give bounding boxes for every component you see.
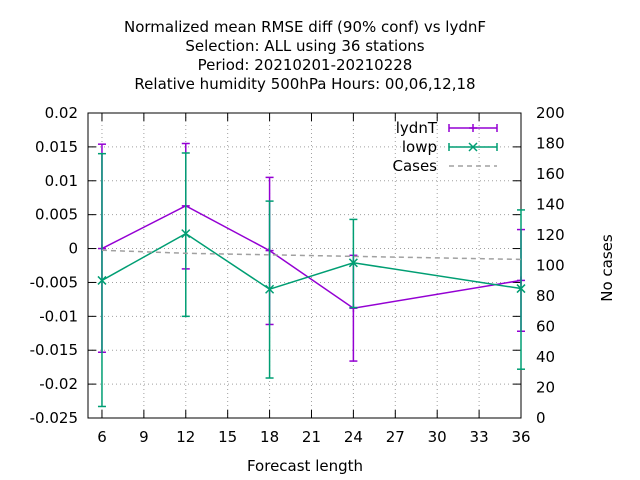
title-line: Period: 20210201-20210228 <box>198 56 413 74</box>
x-tick-label: 12 <box>176 428 195 446</box>
series-lydnt <box>97 142 525 362</box>
y-tick-label: -0.02 <box>39 375 78 393</box>
series-group <box>97 142 526 408</box>
x-axis-ticks: 6 9 12 15 18 21 24 27 30 33 36 <box>97 113 531 446</box>
chart-title: Normalized mean RMSE diff (90% conf) vs … <box>124 18 486 93</box>
x-tick-label: 36 <box>511 428 530 446</box>
y2-tick-label: 0 <box>536 409 546 427</box>
series-lowp <box>97 152 526 408</box>
x-tick-label: 15 <box>218 428 237 446</box>
y2-tick-label: 160 <box>536 165 565 183</box>
y-tick-label: 0 <box>68 240 78 258</box>
point-mark <box>348 258 358 268</box>
y2-tick-label: 180 <box>536 135 565 153</box>
legend-label: lydnT <box>396 119 438 137</box>
y2-tick-label: 200 <box>536 104 565 122</box>
point-mark <box>97 275 107 285</box>
y-tick-label: -0.005 <box>30 273 78 291</box>
series-cases <box>101 249 522 261</box>
data-point <box>265 284 275 294</box>
y2-tick-label: 80 <box>536 287 555 305</box>
legend-label: Cases <box>392 157 437 175</box>
data-point <box>348 258 358 268</box>
legend-item: Cases <box>392 157 497 175</box>
x-tick-label: 30 <box>428 428 447 446</box>
y2-tick-label: 140 <box>536 196 565 214</box>
title-line: Normalized mean RMSE diff (90% conf) vs … <box>124 18 486 36</box>
y2-axis-label: No cases <box>598 234 616 302</box>
x-tick-label: 21 <box>302 428 321 446</box>
x-tick-label: 18 <box>260 428 279 446</box>
title-line: Relative humidity 500hPa Hours: 00,06,12… <box>134 75 475 93</box>
data-point <box>469 124 477 132</box>
point-mark <box>181 229 191 239</box>
x-tick-label: 24 <box>344 428 363 446</box>
x-tick-label: 6 <box>97 428 107 446</box>
x-tick-label: 33 <box>470 428 489 446</box>
data-point <box>181 229 191 239</box>
y-tick-label: 0.015 <box>35 138 78 156</box>
y2-tick-label: 100 <box>536 257 565 275</box>
y-tick-label: 0.005 <box>35 206 78 224</box>
plot-frame <box>87 112 522 419</box>
data-point <box>97 275 107 285</box>
y-axis-ticks: 0.02 0.015 0.01 0.005 0 -0.005 -0.01 -0.015 -0.0… <box>30 104 521 427</box>
data-point <box>516 284 526 294</box>
x-tick-label: 9 <box>139 428 149 446</box>
title-line: Selection: ALL using 36 stations <box>185 37 424 55</box>
y2-tick-label: 20 <box>536 379 555 397</box>
legend-item: lowp <box>402 138 498 156</box>
x-axis-label: Forecast length <box>247 457 363 475</box>
y-tick-label: -0.025 <box>30 409 78 427</box>
legend-item: lydnT <box>396 119 498 137</box>
series-line <box>101 249 522 261</box>
y2-tick-label: 120 <box>536 226 565 244</box>
x-tick-label: 27 <box>386 428 405 446</box>
y-tick-label: -0.01 <box>39 307 78 325</box>
point-mark <box>468 142 478 152</box>
y-tick-label: 0.01 <box>45 172 78 190</box>
point-mark <box>516 284 526 294</box>
plot-border <box>87 112 522 419</box>
y-tick-label: 0.02 <box>45 104 78 122</box>
grid <box>88 112 522 419</box>
y-tick-label: -0.015 <box>30 341 78 359</box>
data-point <box>468 142 478 152</box>
y2-tick-label: 60 <box>536 318 555 336</box>
point-mark <box>265 284 275 294</box>
legend-label: lowp <box>402 138 437 156</box>
y2-tick-label: 40 <box>536 348 555 366</box>
